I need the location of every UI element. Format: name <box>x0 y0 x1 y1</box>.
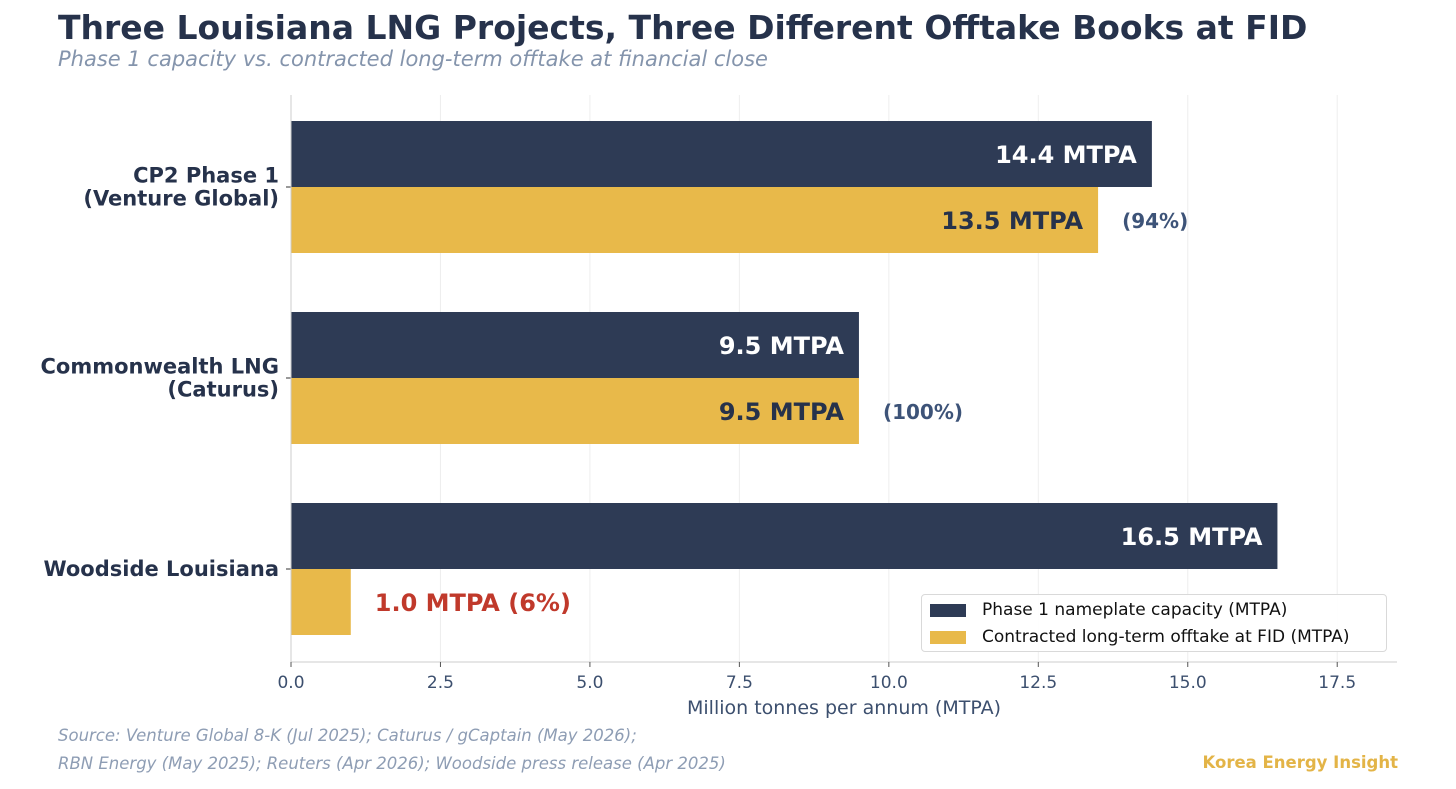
x-tick-label-1: 2.5 <box>427 673 454 693</box>
chart-title: Three Louisiana LNG Projects, Three Diff… <box>58 8 1308 47</box>
offtake-bar-1 <box>291 378 859 444</box>
category-label-2-0: Woodside Louisiana <box>43 557 279 581</box>
x-axis-title: Million tonnes per annum (MTPA) <box>687 697 1001 719</box>
capacity-value-label-2: 16.5 MTPA <box>1121 523 1263 551</box>
x-tick-label-2: 5.0 <box>576 673 603 693</box>
chart-legend: Phase 1 nameplate capacity (MTPA) Contra… <box>921 594 1387 652</box>
x-tick-label-0: 0.0 <box>277 673 304 693</box>
capacity-value-label-1: 9.5 MTPA <box>719 332 845 360</box>
x-tick-label-3: 7.5 <box>726 673 753 693</box>
legend-item-offtake: Contracted long-term offtake at FID (MTP… <box>930 626 1350 648</box>
legend-swatch-capacity <box>930 603 966 617</box>
offtake-value-label-0: 13.5 MTPA <box>941 207 1083 235</box>
category-label-1-1: (Caturus) <box>167 378 279 402</box>
offtake-percent-label-0: (94%) <box>1122 209 1188 233</box>
offtake-bar-2 <box>291 569 351 635</box>
category-label-0-0: CP2 Phase 1 <box>133 164 279 188</box>
legend-swatch-offtake <box>930 630 966 644</box>
x-tick-label-6: 15.0 <box>1169 673 1207 693</box>
category-label-1-0: Commonwealth LNG <box>41 355 280 379</box>
offtake-value-label-2: 1.0 MTPA (6%) <box>375 589 571 617</box>
capacity-bar-0 <box>291 121 1152 187</box>
x-tick-label-5: 12.5 <box>1019 673 1057 693</box>
offtake-bar-0 <box>291 187 1099 253</box>
legend-item-capacity: Phase 1 nameplate capacity (MTPA) <box>930 599 1287 621</box>
brand-label: Korea Energy Insight <box>1202 753 1398 772</box>
category-label-0-1: (Venture Global) <box>83 187 279 211</box>
source-note-line-2: RBN Energy (May 2025); Reuters (Apr 2026… <box>58 754 726 773</box>
offtake-value-label-1: 9.5 MTPA <box>719 398 845 426</box>
x-tick-label-4: 10.0 <box>870 673 908 693</box>
legend-label-offtake: Contracted long-term offtake at FID (MTP… <box>982 627 1350 647</box>
capacity-value-label-0: 14.4 MTPA <box>995 141 1137 169</box>
capacity-bar-1 <box>291 312 859 378</box>
capacity-bar-2 <box>291 503 1278 569</box>
chart-subtitle: Phase 1 capacity vs. contracted long-ter… <box>58 47 768 71</box>
x-tick-label-7: 17.5 <box>1318 673 1356 693</box>
offtake-percent-label-1: (100%) <box>883 400 963 424</box>
source-note-line-1: Source: Venture Global 8-K (Jul 2025); C… <box>58 726 637 745</box>
legend-label-capacity: Phase 1 nameplate capacity (MTPA) <box>982 600 1288 620</box>
